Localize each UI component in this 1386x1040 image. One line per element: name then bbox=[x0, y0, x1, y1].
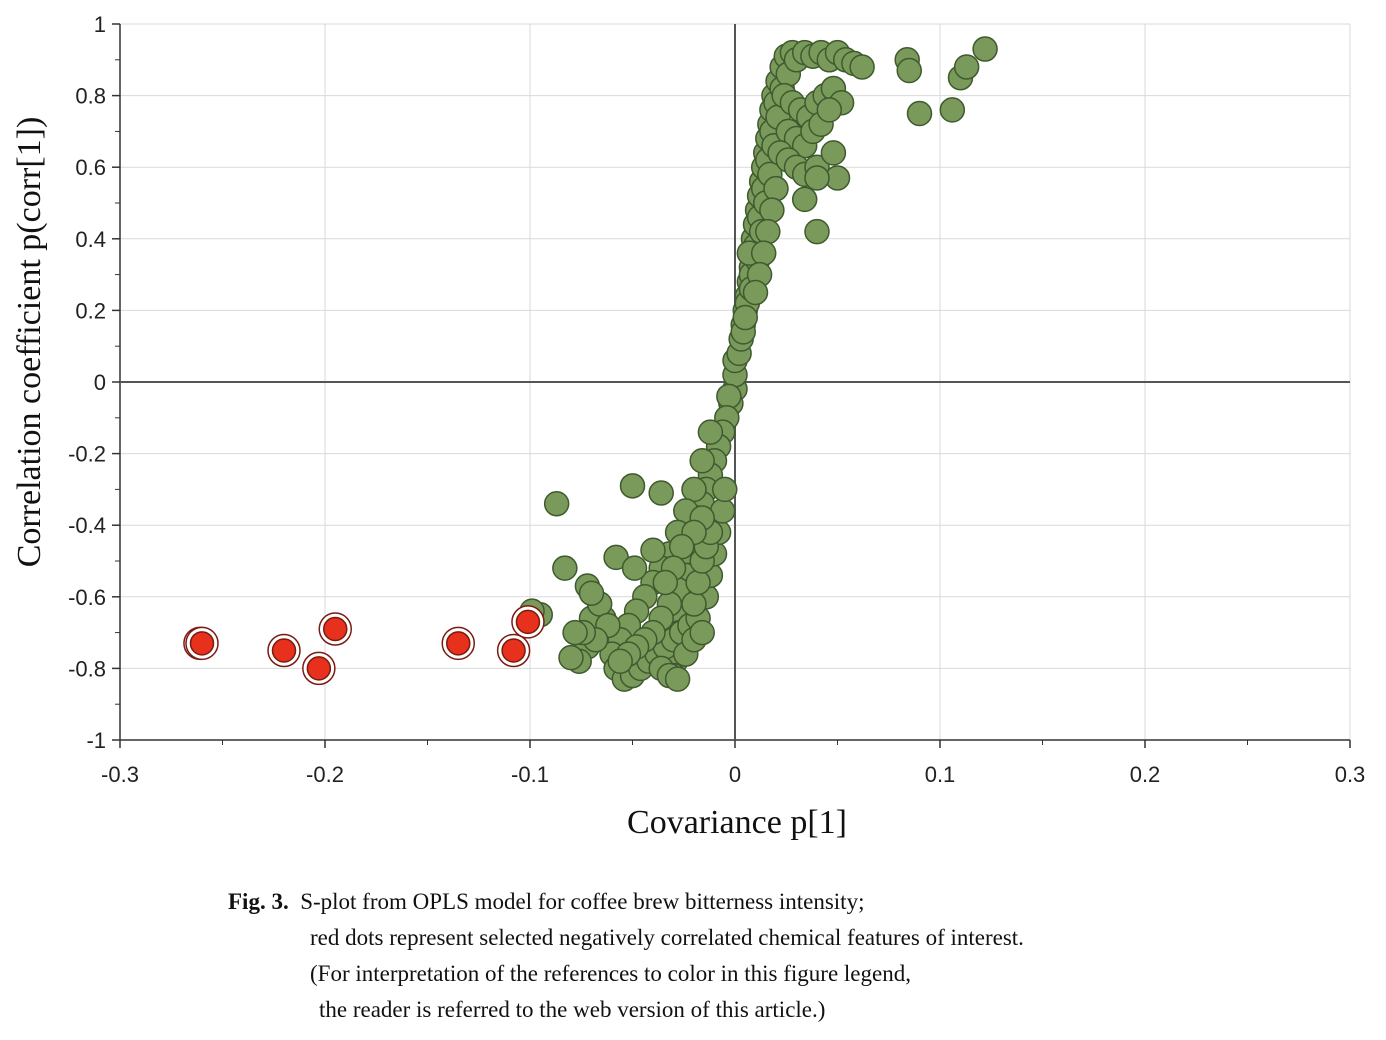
x-tick-label: -0.3 bbox=[101, 762, 139, 787]
data-points bbox=[183, 36, 998, 692]
green-point bbox=[716, 383, 742, 410]
green-point bbox=[689, 448, 715, 474]
caption-line-1: Fig. 3. S-plot from OPLS model for coffe… bbox=[228, 884, 1328, 920]
red-point bbox=[189, 631, 215, 656]
y-axis-title: Correlation coefficient p(corr[1]) bbox=[11, 117, 48, 568]
x-tick-label: -0.1 bbox=[511, 762, 549, 787]
green-point bbox=[619, 473, 646, 499]
s-plot: -0.3 -0.2 -0.1 0 0.1 0.2 0.3 1 0.8 0.6 0.4 0.2 0 -0.2… bbox=[11, 12, 1365, 841]
green-point bbox=[681, 591, 707, 617]
green-point bbox=[755, 218, 781, 245]
y-tick-label: 0.4 bbox=[75, 227, 106, 252]
green-point bbox=[621, 555, 648, 581]
caption-text-1: S-plot from OPLS model for coffee brew b… bbox=[300, 889, 865, 914]
green-point bbox=[685, 569, 711, 596]
figure-caption: Fig. 3. S-plot from OPLS model for coffe… bbox=[228, 884, 1328, 1028]
tick-labels: -0.3 -0.2 -0.1 0 0.1 0.2 0.3 1 0.8 0.6 0.4 0.2 0 -0.2… bbox=[68, 12, 1365, 787]
green-point bbox=[972, 36, 998, 62]
y-tick-label: 1 bbox=[94, 12, 106, 37]
green-point bbox=[543, 490, 570, 517]
y-tick-label: -0.2 bbox=[68, 442, 106, 467]
caption-line-3: (For interpretation of the references to… bbox=[310, 961, 911, 986]
green-point bbox=[759, 197, 785, 223]
green-point bbox=[712, 476, 738, 503]
green-point bbox=[668, 533, 695, 560]
y-tick-label: 0 bbox=[94, 370, 106, 395]
green-point bbox=[763, 175, 789, 202]
red-point bbox=[323, 616, 348, 642]
x-tick-label: 0.3 bbox=[1335, 762, 1366, 787]
caption-line-2: red dots represent selected negatively c… bbox=[310, 925, 1024, 950]
green-point bbox=[816, 97, 843, 123]
x-tick-label: 0 bbox=[729, 762, 741, 787]
green-point bbox=[697, 419, 724, 445]
green-point bbox=[906, 100, 933, 127]
green-point bbox=[558, 644, 584, 671]
red-point bbox=[515, 609, 541, 635]
y-tick-label: -0.8 bbox=[68, 656, 106, 681]
x-axis-title: Covariance p[1] bbox=[627, 804, 847, 841]
green-point bbox=[607, 648, 633, 674]
green-point bbox=[681, 476, 707, 503]
green-point bbox=[742, 279, 769, 306]
green-point bbox=[640, 537, 666, 564]
green-point bbox=[750, 240, 777, 266]
green-point bbox=[732, 304, 758, 331]
red-point bbox=[306, 656, 332, 681]
y-tick-label: 0.2 bbox=[75, 298, 106, 323]
green-point bbox=[689, 619, 715, 646]
green-point bbox=[791, 186, 818, 213]
y-tick-label: -1 bbox=[86, 728, 106, 753]
y-tick-label: 0.6 bbox=[75, 155, 106, 180]
green-point bbox=[896, 57, 922, 84]
red-point bbox=[271, 638, 297, 663]
green-point bbox=[652, 569, 679, 596]
caption-line-4: the reader is referred to the web versio… bbox=[319, 997, 826, 1022]
green-point bbox=[578, 580, 605, 606]
caption-label: Fig. 3. bbox=[228, 889, 289, 914]
green-point bbox=[804, 218, 830, 245]
green-point bbox=[648, 480, 674, 506]
y-tick-label: 0.8 bbox=[75, 84, 106, 109]
green-point bbox=[562, 619, 588, 646]
green-point bbox=[552, 555, 578, 581]
red-point bbox=[446, 631, 471, 656]
green-point bbox=[849, 54, 875, 80]
green-point bbox=[953, 54, 980, 80]
green-point bbox=[804, 165, 830, 191]
y-tick-label: -0.4 bbox=[68, 513, 106, 538]
green-point bbox=[664, 666, 691, 692]
green-point bbox=[820, 140, 847, 166]
x-tick-label: 0.2 bbox=[1130, 762, 1161, 787]
x-tick-label: 0.1 bbox=[925, 762, 956, 787]
red-point bbox=[501, 638, 526, 663]
green-point bbox=[939, 97, 966, 123]
x-tick-label: -0.2 bbox=[306, 762, 344, 787]
y-tick-label: -0.6 bbox=[68, 585, 106, 610]
